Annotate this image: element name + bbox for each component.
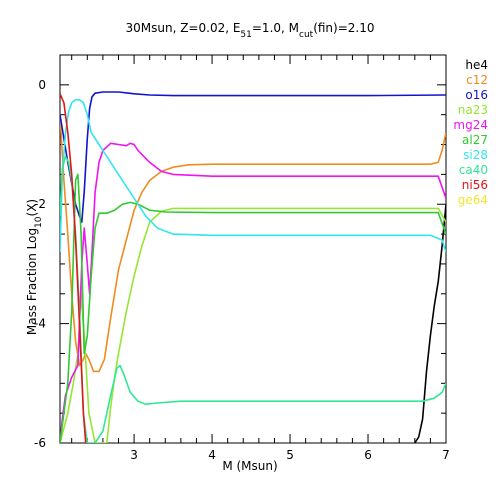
legend-item-ge64: ge64 <box>458 193 488 207</box>
plot-frame <box>59 54 447 444</box>
title-text: 30Msun, Z=0.02, E <box>126 21 241 35</box>
series-line-ni56 <box>60 93 87 443</box>
legend-item-he4: he4 <box>465 58 488 72</box>
legend-item-o16: o16 <box>465 88 488 102</box>
axis-ticks <box>60 54 447 444</box>
series-line-si28 <box>60 99 446 253</box>
legend-item-ni56: ni56 <box>462 178 488 192</box>
series-line-ca40 <box>60 155 446 443</box>
legend-item-ca40: ca40 <box>459 163 488 177</box>
x-tick-label: 6 <box>364 448 372 462</box>
series-line-he4 <box>414 204 446 443</box>
series-line-na23 <box>60 207 446 443</box>
tick-labels: 3 4 5 6 7 0 -2 -4 -6 <box>34 78 450 462</box>
title-text: =1.0, M <box>252 21 299 35</box>
y-tick-label: 0 <box>38 78 46 92</box>
ylabel-subscript: 10 <box>34 216 44 228</box>
x-tick-label: 5 <box>286 448 294 462</box>
x-tick-label: 4 <box>208 448 216 462</box>
ylabel-text: Mass Fraction Log <box>25 228 39 335</box>
legend-item-si28: si28 <box>463 148 488 162</box>
y-tick-label: -2 <box>34 197 46 211</box>
legend-item-na23: na23 <box>458 103 488 117</box>
series-line-o16 <box>60 91 446 223</box>
title-text: (fin)=2.10 <box>313 21 374 35</box>
x-axis-label: M (Msun) <box>222 459 277 473</box>
y-tick-label: -4 <box>34 317 46 331</box>
x-tick-label: 7 <box>442 448 450 462</box>
y-tick-label: -6 <box>34 436 46 450</box>
legend-item-al27: al27 <box>462 133 488 147</box>
y-axis-label: Mass Fraction Log10(X) <box>25 199 44 335</box>
ylabel-text: (X) <box>25 199 39 217</box>
series-line-c12 <box>60 114 446 373</box>
chart-title: 30Msun, Z=0.02, E51=1.0, Mcut(fin)=2.10 <box>126 21 375 40</box>
x-tick-label: 3 <box>130 448 138 462</box>
series-line-al27 <box>60 173 446 443</box>
legend-item-c12: c12 <box>466 73 488 87</box>
series-line-mg24 <box>60 142 446 443</box>
legend-item-mg24: mg24 <box>453 118 488 132</box>
title-subscript: 51 <box>240 30 251 40</box>
title-subscript: cut <box>299 30 314 40</box>
series-lines <box>60 91 446 443</box>
plot-border <box>59 54 447 444</box>
